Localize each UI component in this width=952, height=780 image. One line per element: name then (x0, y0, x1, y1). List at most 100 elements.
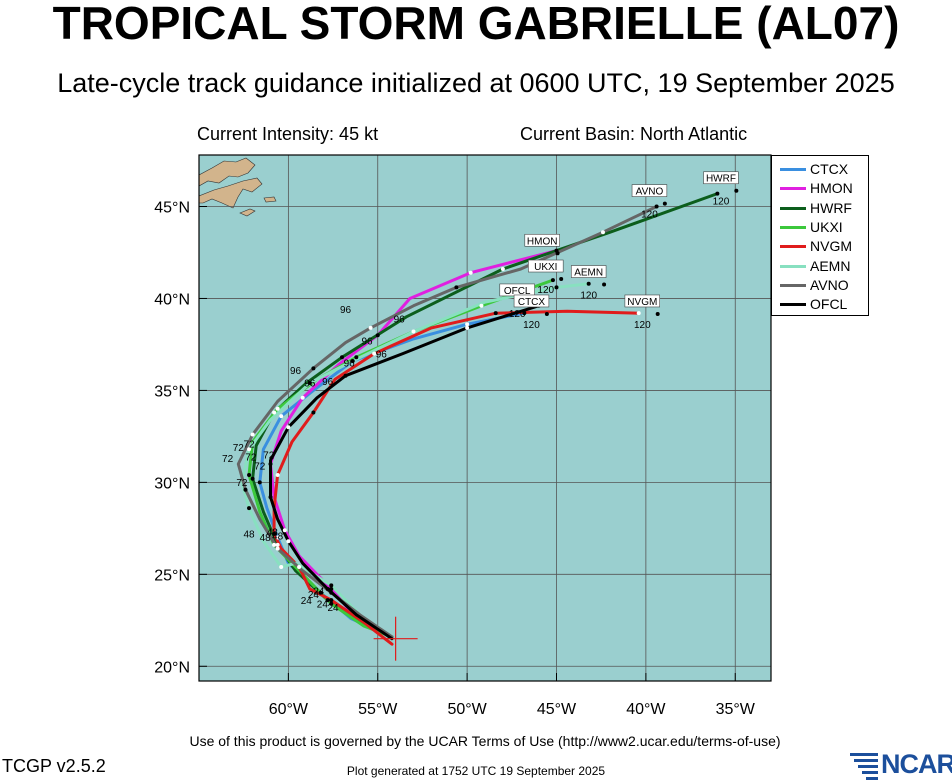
end-label-box (624, 294, 661, 308)
forecast-hour-label: 48 (267, 528, 279, 539)
track-line-avno (236, 205, 659, 639)
legend-item-nvgm: NVGM (780, 237, 868, 255)
forecast-hour-label: 48 (243, 530, 255, 541)
end-point (544, 311, 549, 316)
legend-item-hwrf: HWRF (780, 199, 868, 217)
forecast-hour-label: 72 (245, 452, 257, 463)
lat-tick-label: 20°N (154, 659, 190, 676)
track-point-hmon (468, 270, 473, 275)
track-point-ofcl (343, 373, 348, 378)
ocean-background (199, 155, 771, 681)
legend-label: AVNO (810, 276, 849, 293)
model-legend: CTCX HMON HWRF UKXI NVGM AEMN AVNO OFCL (771, 155, 869, 316)
forecast-hour-label: 72 (243, 439, 255, 450)
end-label-nvgm: NVGM (627, 297, 657, 308)
track-point-avno (600, 230, 605, 235)
track-point-nvgm (636, 311, 641, 316)
track-point-ukxi (479, 303, 484, 308)
legend-label: CTCX (810, 161, 849, 177)
forecast-hour-label: 72 (222, 454, 234, 465)
track-points (243, 191, 720, 606)
lon-tick-label: 40°W (626, 701, 666, 718)
legend-swatch (780, 187, 806, 191)
forecast-hour-label: 24 (317, 599, 329, 610)
legend-label: UKXI (810, 218, 843, 235)
track-point-ofcl (268, 495, 273, 500)
track-point-hmon (329, 587, 334, 592)
end-label-box (513, 294, 550, 308)
legend-item-ctcx: CTCX (780, 160, 868, 178)
end-label-hour: 120 (580, 291, 597, 302)
track-point-nvgm (372, 351, 377, 356)
track-point-aemn (279, 564, 284, 569)
end-point (734, 188, 739, 193)
forecast-hour-label: 72 (233, 443, 245, 454)
forecast-hour-label: 24 (328, 603, 340, 614)
track-point-hwrf (500, 267, 505, 272)
track-point-ukxi (329, 601, 334, 606)
track-point-avno (311, 366, 316, 371)
version-label: TCGP v2.5.2 (2, 756, 106, 776)
forecast-hour-label: 96 (361, 336, 373, 347)
track-point-hmon (300, 395, 305, 400)
ncar-logo-icon (850, 753, 878, 780)
track-point-hmon (282, 528, 287, 533)
track-point-ukxi (272, 542, 277, 547)
end-point (662, 201, 667, 206)
end-label-hour: 120 (641, 210, 658, 221)
legend-item-avno: AVNO (780, 276, 868, 294)
track-point-hwrf (340, 355, 344, 360)
track-point-ctcx (257, 480, 262, 485)
track-line-ofcl (269, 304, 541, 641)
ncar-logo: NCAR (848, 749, 952, 780)
track-point-ofcl (465, 325, 470, 330)
legend-swatch (780, 245, 806, 249)
forecast-hour-label: 72 (254, 461, 266, 472)
legend-swatch (780, 264, 806, 268)
model-end-labels: HWRF 120 AVNO 120 HMON 120 UKXI 120 AEMN 120 OFCL 1… (499, 171, 739, 331)
end-point (559, 277, 564, 282)
legend-item-ofcl: OFCL (780, 295, 868, 313)
end-label-hmon: HMON (527, 236, 558, 247)
legend-item-aemn: AEMN (780, 257, 868, 275)
end-label-box (703, 171, 739, 185)
track-point-aemn (554, 285, 559, 290)
track-point-ctcx (318, 590, 323, 595)
track-point-nvgm (329, 598, 334, 603)
track-point-nvgm (275, 473, 280, 478)
lat-tick-label: 25°N (154, 567, 190, 584)
forecast-hour-label: 48 (272, 531, 284, 542)
track-point-avno (454, 285, 459, 290)
forecast-hour-label: 96 (344, 359, 356, 370)
track-point-aemn (586, 281, 591, 286)
forecast-hour-label: 48 (260, 533, 272, 544)
end-point (602, 282, 607, 287)
legend-item-ukxi: UKXI (780, 218, 868, 236)
forecast-hour-label: 96 (394, 314, 406, 325)
track-point-nvgm (272, 531, 277, 536)
legend-label: OFCL (810, 296, 848, 313)
track-point-ofcl (286, 425, 291, 430)
ncar-logo-text: NCAR (881, 749, 952, 779)
track-point-ukxi (247, 473, 252, 478)
track-point-hwrf (250, 476, 255, 481)
forecast-hour-label: 72 (263, 450, 275, 461)
track-point-ctcx (465, 322, 470, 327)
lon-tick-label: 55°W (358, 701, 398, 718)
track-point-ctcx (522, 311, 527, 316)
legend-swatch (780, 303, 806, 307)
lat-tick-label: 40°N (154, 291, 190, 308)
track-point-nvgm (311, 410, 316, 415)
map-frame (198, 154, 772, 682)
track-point-ukxi (275, 406, 280, 411)
plot-generated-time: Plot generated at 1752 UTC 19 September … (346, 764, 606, 778)
track-point-avno (368, 325, 373, 330)
forecast-hour-label: 96 (340, 305, 352, 316)
legend-swatch (780, 206, 806, 210)
map-axes: 60°W 55°W 50°W 45°W 40°W 35°W 20°N 25°N 30°N 35°N… (154, 199, 756, 718)
track-point-ofcl (286, 539, 291, 544)
track-point-nvgm (297, 564, 302, 569)
lat-tick-label: 45°N (154, 199, 190, 216)
legend-swatch (780, 283, 806, 287)
